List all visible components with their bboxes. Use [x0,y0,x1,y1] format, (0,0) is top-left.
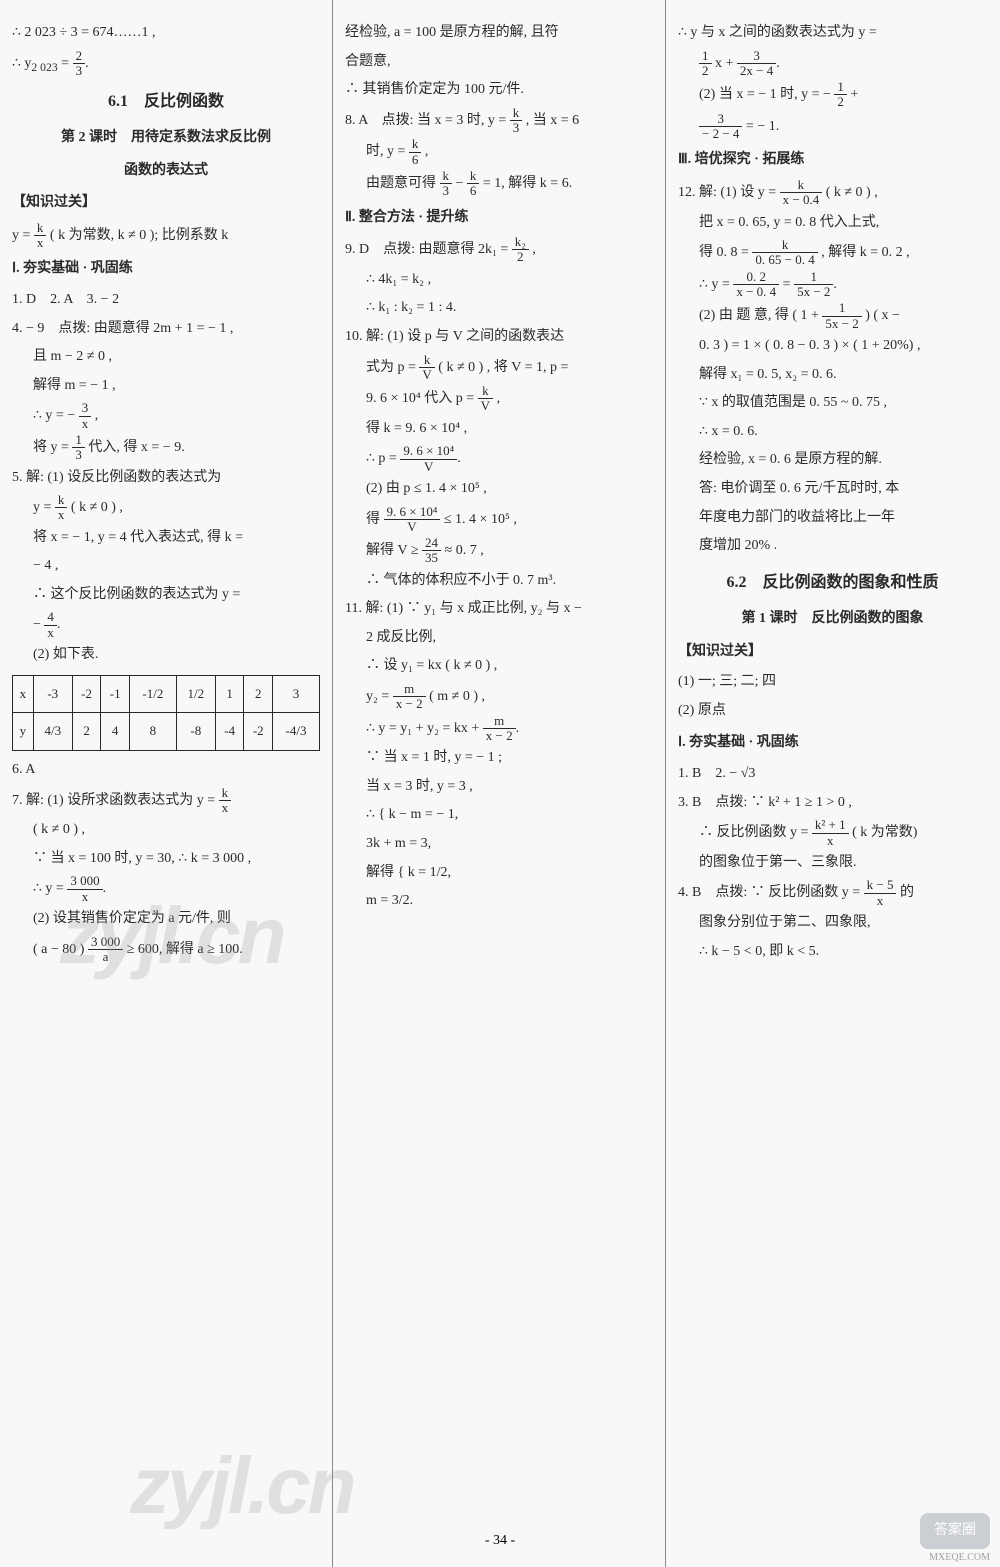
text: ∴ 2 023 ÷ 3 = 674……1 , [12,20,320,47]
text: ∴ k₁ : k₂ = 1 : 4. [345,295,653,322]
text: ∴ 4k₁ = k₂ , [345,267,653,294]
text: ( k ≠ 0 ) , [12,817,320,844]
text: ∴ 其销售价定定为 100 元/件. [345,77,653,104]
heading: Ⅱ. 整合方法 · 提升练 [345,205,653,232]
text: 8. A 点拨: 当 x = 3 时, y = k3 , 当 x = 6 [345,106,653,136]
text: ( a − 80 ) 3 000a ≥ 600, 解得 a ≥ 100. [12,935,320,965]
text: y = kx ( k 为常数, k ≠ 0 ); 比例系数 k [12,221,320,251]
text: 11. 解: (1) ∵ y₁ 与 x 成正比例, y₂ 与 x − [345,596,653,623]
heading: 【知识过关】 [12,190,320,217]
text: 3k + m = 3, [345,831,653,858]
text: ∴ y = − 3x , [12,401,320,431]
table-row: x-3-2-1-1/21/2123 [13,675,320,713]
text: 3. B 点拨: ∵ k² + 1 ≥ 1 > 0 , [678,790,987,817]
heading: Ⅰ. 夯实基础 · 巩固练 [678,730,987,757]
table-row: y4/3248-8-4-2-4/3 [13,713,320,751]
text: 解得 m = − 1 , [12,373,320,400]
text: ∴ 设 y₁ = kx ( k ≠ 0 ) , [345,653,653,680]
text: 经检验, a = 100 是原方程的解, 且符 [345,20,653,47]
text: (2) 原点 [678,698,987,725]
text: ∴ p = 9. 6 × 10⁴V. [345,444,653,474]
text: 12 x + 32x − 4. [678,49,987,79]
text: y = kx ( k ≠ 0 ) , [12,493,320,523]
text: 解得 x₁ = 0. 5, x₂ = 0. 6. [678,362,987,389]
text: 3− 2 − 4 = − 1. [678,112,987,142]
text: ∴ y2 023 = 23. [12,49,320,79]
text: ∴ y 与 x 之间的函数表达式为 y = [678,20,987,47]
text: 经检验, x = 0. 6 是原方程的解. [678,447,987,474]
text: 得 9. 6 × 10⁴V ≤ 1. 4 × 10⁵ , [345,505,653,535]
text: 1. D 2. A 3. − 2 [12,287,320,314]
heading: 【知识过关】 [678,639,987,666]
text: 解得 { k = 1/2, [345,860,653,887]
text: ∴ 气体的体积应不小于 0. 7 m³. [345,568,653,595]
text: 当 x = 3 时, y = 3 , [345,774,653,801]
text: 年度电力部门的收益将比上一年 [678,505,987,532]
text: (2) 由 p ≤ 1. 4 × 10⁵ , [345,476,653,503]
text: (1) 一; 三; 二; 四 [678,669,987,696]
text: y₂ = mx − 2 ( m ≠ 0 ) , [345,682,653,712]
text: 将 y = 13 代入, 得 x = − 9. [12,433,320,463]
section-title: 6.2 反比例函数的图象和性质 [678,568,987,598]
text: 合题意, [345,49,653,76]
sub-title: 第 2 课时 用待定系数法求反比例 [12,125,320,152]
text: 4. B 点拨: ∵ 反比例函数 y = k − 5x 的 [678,878,987,908]
text: ∵ 当 x = 100 时, y = 30, ∴ k = 3 000 , [12,846,320,873]
text: ∴ { k − m = − 1, [345,802,653,829]
column-2: 经检验, a = 100 是原方程的解, 且符 合题意, ∴ 其销售价定定为 1… [333,0,666,1567]
text: 把 x = 0. 65, y = 0. 8 代入上式, [678,210,987,237]
text: 5. 解: (1) 设反比例函数的表达式为 [12,465,320,492]
text: (2) 当 x = − 1 时, y = − 12 + [678,80,987,110]
text: ∴ x = 0. 6. [678,419,987,446]
section-title: 6.1 反比例函数 [12,87,320,117]
text: 由题意可得 k3 − k6 = 1, 解得 k = 6. [345,169,653,199]
text: 解得 V ≥ 2435 ≈ 0. 7 , [345,536,653,566]
text: 答: 电价调至 0. 6 元/千瓦时时, 本 [678,476,987,503]
text: ∵ x 的取值范围是 0. 55 ~ 0. 75 , [678,390,987,417]
text: 7. 解: (1) 设所求函数表达式为 y = kx [12,786,320,816]
text: 得 k = 9. 6 × 10⁴ , [345,416,653,443]
text: 12. 解: (1) 设 y = kx − 0.4 ( k ≠ 0 ) , [678,178,987,208]
text: 时, y = k6 , [345,137,653,167]
text: 图象分别位于第二、四象限, [678,910,987,937]
page-number: - 34 - [0,1533,1000,1549]
text: ∵ 当 x = 1 时, y = − 1 ; [345,745,653,772]
text: 9. 6 × 10⁴ 代入 p = kV , [345,384,653,414]
text: − 4 , [12,553,320,580]
text: m = 3/2. [345,888,653,915]
heading: Ⅲ. 培优探究 · 拓展练 [678,147,987,174]
badge: 答案圈 [920,1513,990,1549]
text: 9. D 点拨: 由题意得 2k₁ = k₂2 , [345,235,653,265]
text: 0. 3 ) = 1 × ( 0. 8 − 0. 3 ) × ( 1 + 20%… [678,333,987,360]
text: 2 成反比例, [345,625,653,652]
column-3: ∴ y 与 x 之间的函数表达式为 y = 12 x + 32x − 4. (2… [666,0,999,1567]
text: 得 0. 8 = k0. 65 − 0. 4 , 解得 k = 0. 2 , [678,238,987,268]
text: 且 m − 2 ≠ 0 , [12,344,320,371]
text: (2) 由 题 意, 得 ( 1 + 15x − 2 ) ( x − [678,301,987,331]
text: 6. A [12,757,320,784]
text: ∴ y = 0. 2x − 0. 4 = 15x − 2. [678,270,987,300]
sub-title: 第 1 课时 反比例函数的图象 [678,606,987,633]
heading: Ⅰ. 夯实基础 · 巩固练 [12,256,320,283]
text: (2) 如下表. [12,642,320,669]
text: − 4x. [12,610,320,640]
text: 1. B 2. − √3 [678,761,987,788]
text: 的图象位于第一、三象限. [678,850,987,877]
text: 将 x = − 1, y = 4 代入表达式, 得 k = [12,525,320,552]
data-table: x-3-2-1-1/21/2123 y4/3248-8-4-2-4/3 [12,675,320,751]
text: 10. 解: (1) 设 p 与 V 之间的函数表达 [345,324,653,351]
text: 度增加 20% . [678,533,987,560]
text: ∴ k − 5 < 0, 即 k < 5. [678,939,987,966]
text: ∴ y = y₁ + y₂ = kx + mx − 2. [345,714,653,744]
column-1: ∴ 2 023 ÷ 3 = 674……1 , ∴ y2 023 = 23. 6.… [0,0,333,1567]
text: ∴ y = 3 000x. [12,874,320,904]
text: 4. − 9 点拨: 由题意得 2m + 1 = − 1 , [12,316,320,343]
sub-title: 函数的表达式 [12,158,320,185]
site-label: MXEQE.COM [929,1552,990,1563]
text: (2) 设其销售价定定为 a 元/件, 则 [12,906,320,933]
text: 式为 p = kV ( k ≠ 0 ) , 将 V = 1, p = [345,353,653,383]
text: ∴ 反比例函数 y = k² + 1x ( k 为常数) [678,818,987,848]
text: ∴ 这个反比例函数的表达式为 y = [12,582,320,609]
